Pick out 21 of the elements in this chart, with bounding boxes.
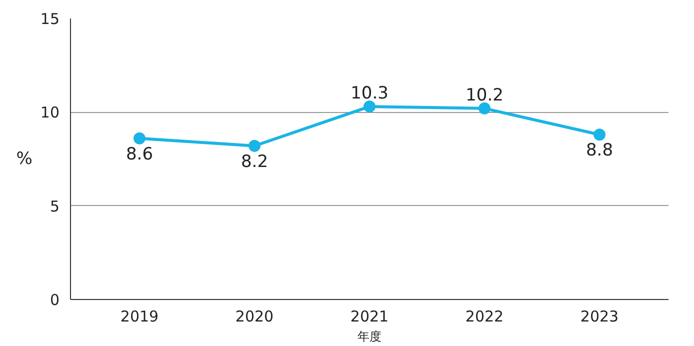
- point: [478, 102, 490, 114]
- y-axis-title: %: [16, 149, 32, 169]
- x-tick-label: 2020: [235, 308, 274, 326]
- data-label: 8.6: [126, 144, 154, 164]
- y-tick-label: 0: [50, 291, 60, 309]
- y-tick-label: 10: [40, 104, 60, 122]
- data-label: 8.8: [586, 140, 614, 161]
- data-label: 10.2: [466, 85, 504, 106]
- x-tick-label: 2021: [350, 308, 389, 326]
- point: [364, 100, 376, 113]
- x-tick-label: 2022: [465, 308, 504, 326]
- x-tick-label: 2019: [120, 308, 159, 326]
- point: [248, 140, 260, 152]
- data-label: 8.2: [240, 152, 268, 172]
- point: [594, 128, 606, 141]
- y-tick-label: 15: [40, 10, 60, 28]
- data-label: 10.3: [350, 84, 388, 104]
- y-tick-label: 5: [50, 197, 60, 216]
- point: [134, 132, 146, 144]
- x-tick-label: 2023: [580, 308, 619, 326]
- x-axis-title: 年度: [358, 330, 382, 344]
